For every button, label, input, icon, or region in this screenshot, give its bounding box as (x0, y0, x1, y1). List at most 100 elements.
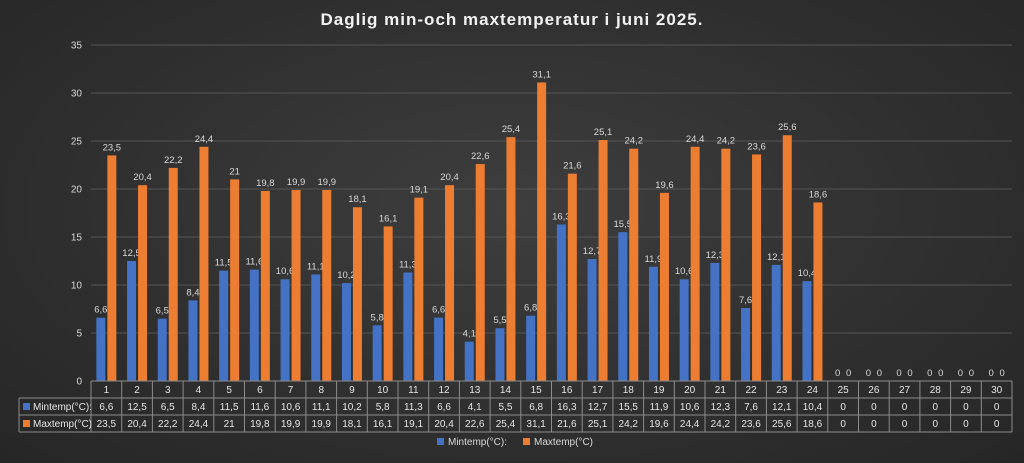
bar-min (526, 315, 536, 381)
data-label: 0 (938, 368, 943, 379)
table-cell: 16,3 (557, 402, 577, 413)
table-cell: 12,1 (772, 402, 792, 413)
x-tick-label: 29 (960, 385, 972, 396)
legend-label: Maxtemp(°C) (534, 437, 593, 448)
data-label: 25,6 (778, 122, 797, 133)
table-series-name: Mintemp(°C): (33, 402, 92, 413)
data-label: 10,6 (276, 266, 295, 277)
data-label: 18,1 (348, 194, 367, 205)
table-cell: 0 (963, 402, 969, 413)
x-tick-label: 28 (930, 385, 942, 396)
data-label: 0 (835, 368, 840, 379)
x-tick-label: 14 (500, 385, 512, 396)
table-cell: 31,1 (526, 419, 546, 430)
table-cell: 0 (932, 419, 938, 430)
data-label: 6,5 (156, 306, 169, 317)
table-cell: 23,6 (741, 419, 761, 430)
legend-swatch (437, 438, 444, 445)
bar-min (679, 279, 689, 381)
legend-swatch (523, 438, 530, 445)
data-label: 23,5 (103, 142, 122, 153)
data-label: 11,9 (645, 254, 663, 265)
data-label: 12,7 (583, 246, 602, 257)
x-tick-label: 23 (776, 385, 788, 396)
bar-min (311, 274, 321, 381)
data-label: 21,6 (563, 161, 582, 172)
x-tick-label: 2 (134, 385, 140, 396)
y-tick-label: 0 (76, 377, 82, 388)
bar-min (495, 328, 505, 381)
x-tick-label: 3 (165, 385, 171, 396)
y-tick-label: 30 (71, 89, 83, 100)
bar-max (414, 197, 424, 381)
data-label: 20,4 (440, 172, 459, 183)
data-label: 18,6 (809, 189, 828, 200)
table-cell: 4,1 (468, 402, 482, 413)
x-tick-label: 9 (349, 385, 355, 396)
x-tick-label: 6 (257, 385, 263, 396)
bar-max (629, 148, 639, 381)
table-cell: 19,9 (312, 419, 332, 430)
table-cell: 11,5 (220, 402, 239, 413)
table-cell: 0 (963, 419, 969, 430)
data-label: 22,6 (471, 151, 490, 162)
table-cell: 22,2 (158, 419, 178, 430)
data-label: 10,6 (675, 266, 694, 277)
data-label: 25,4 (502, 124, 521, 135)
data-label: 0 (896, 368, 901, 379)
x-tick-label: 30 (991, 385, 1003, 396)
table-cell: 20,4 (127, 419, 147, 430)
bar-max (291, 189, 301, 381)
bar-min (802, 281, 812, 381)
y-tick-label: 35 (71, 41, 83, 52)
table-cell: 23,5 (97, 419, 117, 430)
data-label: 22,2 (164, 155, 183, 166)
data-label: 12,1 (767, 252, 786, 263)
bar-min (372, 325, 382, 381)
table-cell: 8,4 (191, 402, 205, 413)
table-cell: 0 (871, 419, 877, 430)
bar-min (464, 341, 474, 381)
x-tick-label: 11 (408, 385, 419, 396)
table-cell: 11,9 (650, 402, 669, 413)
bar-min (127, 261, 137, 381)
data-label: 24,2 (625, 136, 644, 147)
x-tick-label: 15 (531, 385, 543, 396)
table-cell: 0 (994, 402, 1000, 413)
table-cell: 24,2 (711, 419, 731, 430)
bar-min (741, 308, 751, 381)
bar-max (690, 146, 700, 381)
table-cell: 5,8 (376, 402, 390, 413)
x-tick-label: 18 (623, 385, 635, 396)
table-cell: 12,5 (127, 402, 147, 413)
bar-max (813, 202, 823, 381)
bar-min (618, 232, 628, 381)
x-tick-label: 1 (104, 385, 110, 396)
data-label: 8,4 (186, 287, 199, 298)
bar-max (752, 154, 762, 381)
x-tick-label: 22 (745, 385, 757, 396)
data-label: 11,3 (399, 260, 417, 271)
table-cell: 19,1 (404, 419, 424, 430)
data-label: 0 (989, 368, 994, 379)
y-tick-label: 20 (71, 185, 83, 196)
bar-min (771, 264, 781, 381)
table-cell: 0 (932, 402, 938, 413)
table-cell: 25,1 (588, 419, 608, 430)
x-tick-label: 27 (899, 385, 911, 396)
data-label: 10,2 (337, 270, 356, 281)
table-cell: 11,6 (250, 402, 269, 413)
x-tick-label: 8 (318, 385, 324, 396)
data-label: 11,6 (245, 257, 263, 268)
table-cell: 11,1 (312, 402, 331, 413)
table-cell: 15,5 (619, 402, 639, 413)
table-cell: 19,9 (281, 419, 301, 430)
data-label: 11,5 (215, 258, 233, 269)
bar-max (260, 190, 270, 381)
data-label: 7,6 (739, 295, 752, 306)
x-tick-label: 7 (288, 385, 294, 396)
bar-max (506, 137, 516, 381)
table-cell: 7,6 (744, 402, 758, 413)
bar-min (403, 272, 413, 381)
bar-min (434, 317, 444, 381)
